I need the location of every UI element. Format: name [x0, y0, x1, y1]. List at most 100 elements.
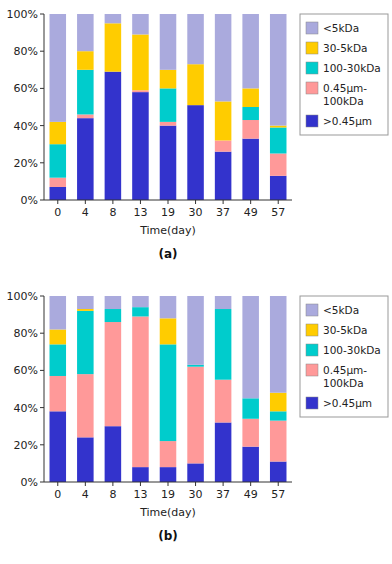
bar-segment: [242, 296, 259, 398]
bar-segment: [187, 296, 204, 365]
legend: <5kDa30-5kDa100-30kDa0.45μm-100kDa>0.45μ…: [300, 14, 388, 135]
x-tick-label: 30: [189, 488, 203, 501]
bar-segment: [187, 105, 204, 200]
legend-swatch: [306, 364, 318, 376]
legend-swatch: [306, 82, 318, 94]
bar-segment: [242, 88, 259, 107]
legend-label: 0.45μm-100kDa: [323, 364, 367, 389]
y-tick: [40, 14, 44, 15]
legend-swatch: [306, 62, 318, 74]
y-tick-label: 20%: [14, 157, 38, 170]
bar-segment: [132, 14, 149, 34]
legend-swatch: [306, 344, 318, 356]
y-tick: [40, 333, 44, 334]
legend-swatch: [306, 397, 318, 409]
x-tick: [223, 482, 224, 486]
y-tick: [40, 125, 44, 126]
x-tick-label: 13: [133, 488, 147, 501]
x-tick-label: 30: [189, 206, 203, 219]
bar-segment: [160, 467, 177, 482]
x-tick-label: 19: [161, 488, 175, 501]
bar-segment: [215, 14, 232, 101]
bar-segment: [77, 296, 94, 309]
bar-segment: [215, 140, 232, 151]
bar-segment: [77, 14, 94, 51]
bar-segment: [215, 101, 232, 140]
bar-segment: [242, 120, 259, 139]
bar-segment: [77, 70, 94, 115]
x-tick: [140, 200, 141, 204]
panel-label: (a): [158, 247, 177, 261]
y-tick: [40, 51, 44, 52]
bar-segment: [77, 309, 94, 311]
legend-label: <5kDa: [323, 304, 359, 316]
legend-label: <5kDa: [323, 22, 359, 34]
x-tick-label: 37: [216, 488, 230, 501]
x-axis-label: Time(day): [139, 224, 196, 237]
x-tick-label: 49: [244, 488, 258, 501]
x-tick: [57, 482, 58, 486]
y-tick-label: 20%: [14, 439, 38, 452]
x-tick: [85, 200, 86, 204]
y-tick: [40, 370, 44, 371]
figure: 0%20%40%60%80%100%048131930374957Time(da…: [0, 0, 392, 564]
x-tick: [168, 482, 169, 486]
y-tick-label: 60%: [14, 82, 38, 95]
legend-label-line: <5kDa: [323, 22, 359, 34]
bar-segment: [160, 318, 177, 344]
y-tick-label: 0%: [21, 476, 38, 489]
bar-segment: [187, 64, 204, 105]
panel: 0%20%40%60%80%100%048131930374957Time(da…: [7, 290, 388, 543]
legend-label-line: >0.45μm: [323, 115, 372, 127]
x-tick-label: 57: [271, 206, 285, 219]
bar-segment: [270, 126, 287, 128]
bar-segment: [270, 462, 287, 482]
x-tick: [278, 482, 279, 486]
x-tick: [250, 200, 251, 204]
bar-segment: [187, 367, 204, 464]
bar-segment: [77, 437, 94, 482]
legend-label: 30-5kDa: [323, 42, 367, 54]
bar-segment: [50, 144, 67, 177]
bar-segment: [50, 14, 67, 122]
bar-segment: [215, 380, 232, 423]
legend-label: >0.45μm: [323, 397, 372, 409]
bar-segment: [105, 72, 122, 200]
bar-segment: [50, 376, 67, 411]
bar-segment: [50, 329, 67, 344]
x-tick: [250, 482, 251, 486]
x-tick-label: 0: [54, 206, 61, 219]
bar-segment: [270, 411, 287, 420]
x-tick: [223, 200, 224, 204]
bar-segment: [242, 139, 259, 200]
bar-segment: [270, 176, 287, 200]
legend-swatch: [306, 22, 318, 34]
bar-segment: [160, 88, 177, 121]
bar-segment: [105, 296, 122, 309]
x-tick-label: 8: [109, 206, 116, 219]
bar-segment: [160, 296, 177, 318]
y-tick: [40, 162, 44, 163]
bar-segment: [105, 23, 122, 71]
legend-swatch: [306, 115, 318, 127]
bar-segment: [215, 152, 232, 200]
x-tick-label: 37: [216, 206, 230, 219]
legend-label-line: 30-5kDa: [323, 42, 367, 54]
x-tick-label: 0: [54, 488, 61, 501]
bar-segment: [132, 316, 149, 467]
bar-segment: [242, 14, 259, 88]
bar-segment: [77, 374, 94, 437]
bar-segment: [160, 70, 177, 89]
bar-segment: [50, 122, 67, 144]
bar-segment: [50, 344, 67, 376]
x-tick: [85, 482, 86, 486]
x-tick: [57, 200, 58, 204]
x-tick-label: 4: [82, 488, 89, 501]
bar-segment: [132, 467, 149, 482]
bar-segment: [50, 178, 67, 187]
legend-label-line: 0.45μm-: [323, 364, 367, 376]
x-tick: [195, 482, 196, 486]
bar-segment: [242, 107, 259, 120]
bar-segment: [215, 309, 232, 380]
bar-segment: [270, 393, 287, 412]
